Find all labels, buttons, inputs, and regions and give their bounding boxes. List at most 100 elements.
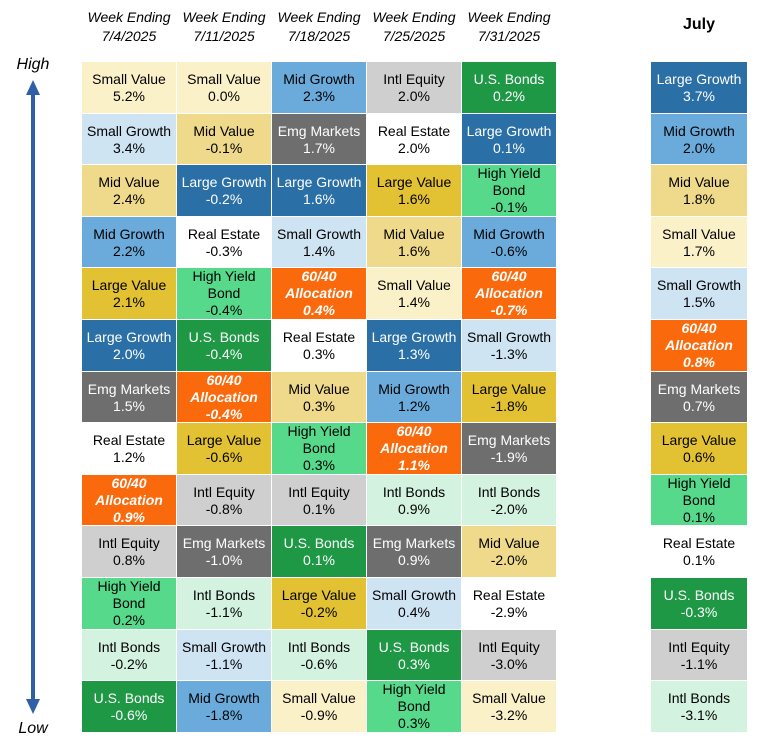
rank-cell-name: Large Growth [86, 328, 172, 345]
rank-cell-large-growth: Large Growth 2.0% [81, 319, 177, 372]
rank-cell-intl-bonds: Intl Bonds -0.2% [81, 629, 177, 682]
rank-cell-name: High Yield Bond [667, 475, 731, 508]
rank-cell-name: Real Estate [282, 328, 356, 345]
rank-cell-intl-equity: Intl Equity 0.8% [81, 525, 177, 578]
rank-cell-name: Intl Bonds [477, 483, 541, 500]
rank-cell-name: Intl Bonds [287, 638, 351, 655]
rank-cell-name: Large Value [281, 586, 357, 603]
rank-cell-small-value: Small Value -0.9% [271, 680, 367, 733]
rank-cell-value: -0.4% [205, 345, 243, 362]
rank-cell-value: -2.0% [490, 500, 528, 517]
rank-cell-real-estate: Real Estate 2.0% [366, 113, 462, 166]
rank-cell-value: 1.3% [398, 345, 430, 362]
rank-cell-name: Large Value [186, 431, 262, 448]
rank-cell-value: 2.3% [303, 87, 335, 104]
rank-cell-mid-value: Mid Value -2.0% [461, 525, 557, 578]
rank-cell-name: Large Value [661, 431, 737, 448]
rank-cell-large-value: Large Value 1.6% [366, 164, 462, 217]
axis-label-high: High [16, 56, 50, 73]
rank-cell-emg-markets: Emg Markets 1.7% [271, 113, 367, 166]
rank-cell-small-growth: Small Growth -1.1% [176, 629, 272, 682]
column-header-line1: Week Ending [182, 9, 266, 25]
rank-cell-value: -2.9% [490, 603, 528, 620]
rank-cell-name: Mid Value [193, 122, 255, 139]
column-header-week-3: Week Ending 7/18/2025 [271, 8, 367, 46]
rank-cell-value: 0.8% [113, 551, 145, 568]
rank-cell-value: 0.3% [398, 715, 430, 731]
rank-cell-name: Small Growth [656, 276, 742, 293]
rank-cell-intl-equity: Intl Equity 2.0% [366, 61, 462, 114]
rank-cell-value: -1.0% [205, 551, 243, 568]
rank-cell-name: Emg Markets [277, 122, 361, 139]
rank-cell-name: Mid Growth [283, 70, 355, 87]
rank-cell-value: 1.5% [683, 293, 715, 310]
rank-cell-name: Small Value [282, 689, 356, 706]
rank-cell-value: 0.3% [303, 397, 335, 414]
rank-cell-name: Mid Growth [473, 225, 545, 242]
rank-cell-name: Small Value [377, 276, 451, 293]
rank-cell-value: -1.1% [205, 603, 243, 620]
rank-cell-value: 0.1% [493, 139, 525, 156]
rank-cell-name: Emg Markets [657, 380, 741, 397]
rank-cell-name: Large Growth [466, 122, 552, 139]
rank-cell-small-growth: Small Growth 0.4% [366, 577, 462, 630]
column-header-line2: 7/25/2025 [382, 28, 446, 44]
rank-cell-value: 1.4% [398, 293, 430, 310]
rank-cell-high-yield-bond: High Yield Bond -0.1% [461, 164, 557, 217]
rank-cell-name: U.S. Bonds [188, 328, 260, 345]
rank-cell-name: Real Estate [92, 431, 166, 448]
rank-cell-name: Emg Markets [182, 534, 266, 551]
rank-cell-value: -0.6% [205, 448, 243, 465]
rank-cell-intl-equity: Intl Equity -3.0% [461, 629, 557, 682]
rank-cell-high-yield-bond: High Yield Bond 0.3% [271, 422, 367, 475]
rank-cell-value: -0.3% [680, 603, 718, 620]
rank-cell-name: Small Growth [371, 586, 457, 603]
rank-cell-name: Mid Value [668, 173, 730, 190]
rank-cell-value: 2.4% [113, 190, 145, 207]
rank-cell-name: Small Growth [181, 638, 267, 655]
rank-cell-mid-growth: Mid Growth -0.6% [461, 216, 557, 269]
rank-cell-small-value: Small Value -3.2% [461, 680, 557, 733]
rank-cell-60-40-allocation: 60/40 Allocation -0.7% [461, 267, 557, 320]
rank-cell-name: High Yield Bond [382, 681, 446, 714]
rank-cell-value: 2.0% [398, 139, 430, 156]
rank-cell-large-growth: Large Growth -0.2% [176, 164, 272, 217]
rank-cell-name: Intl Equity [383, 70, 445, 87]
rank-cell-name: Large Value [471, 380, 547, 397]
rank-cell-u-s-bonds: U.S. Bonds 0.1% [271, 525, 367, 578]
rank-cell-high-yield-bond: High Yield Bond 0.1% [650, 474, 748, 527]
rank-cell-large-growth: Large Growth 0.1% [461, 113, 557, 166]
rank-cell-60-40-allocation: 60/40 Allocation 0.9% [81, 474, 177, 527]
rank-cell-value: -3.2% [490, 706, 528, 723]
rank-cell-value: -3.1% [680, 706, 718, 723]
column-header-line2: 7/11/2025 [193, 28, 255, 44]
rank-cell-name: Small Value [92, 70, 166, 87]
rank-cell-value: 3.4% [113, 139, 145, 156]
rank-cell-value: 2.0% [683, 139, 715, 156]
rank-cell-name: High Yield Bond [287, 423, 351, 456]
rank-cell-large-growth: Large Growth 1.3% [366, 319, 462, 372]
column-header-line2: 7/31/2025 [477, 28, 541, 44]
column-header-week-2: Week Ending 7/11/2025 [176, 8, 272, 46]
rank-cell-name: High Yield Bond [192, 268, 256, 301]
rank-cell-value: 1.8% [683, 190, 715, 207]
column-header-july: July [682, 16, 715, 33]
axis-arrow-head-down [26, 699, 40, 714]
rank-cell-name: Mid Value [98, 173, 160, 190]
rank-cell-name: 60/40 Allocation [190, 372, 258, 405]
rank-cell-name: Mid Value [288, 380, 350, 397]
rank-cell-name: Mid Growth [188, 689, 260, 706]
rank-cell-value: 0.1% [683, 509, 715, 525]
rank-cell-value: -2.0% [490, 551, 528, 568]
column-header-line2: 7/18/2025 [287, 28, 351, 44]
rank-cell-intl-equity: Intl Equity 0.1% [271, 474, 367, 527]
rank-cell-name: Intl Bonds [192, 586, 256, 603]
rank-cell-name: Intl Equity [668, 638, 730, 655]
rank-cell-large-value: Large Value 2.1% [81, 267, 177, 320]
rank-cell-small-growth: Small Growth -1.3% [461, 319, 557, 372]
rank-cell-small-value: Small Value 1.7% [650, 216, 748, 269]
rank-cell-u-s-bonds: U.S. Bonds 0.2% [461, 61, 557, 114]
rank-cell-u-s-bonds: U.S. Bonds -0.4% [176, 319, 272, 372]
rank-cell-60-40-allocation: 60/40 Allocation 1.1% [366, 422, 462, 475]
rank-cell-value: 0.1% [303, 551, 335, 568]
